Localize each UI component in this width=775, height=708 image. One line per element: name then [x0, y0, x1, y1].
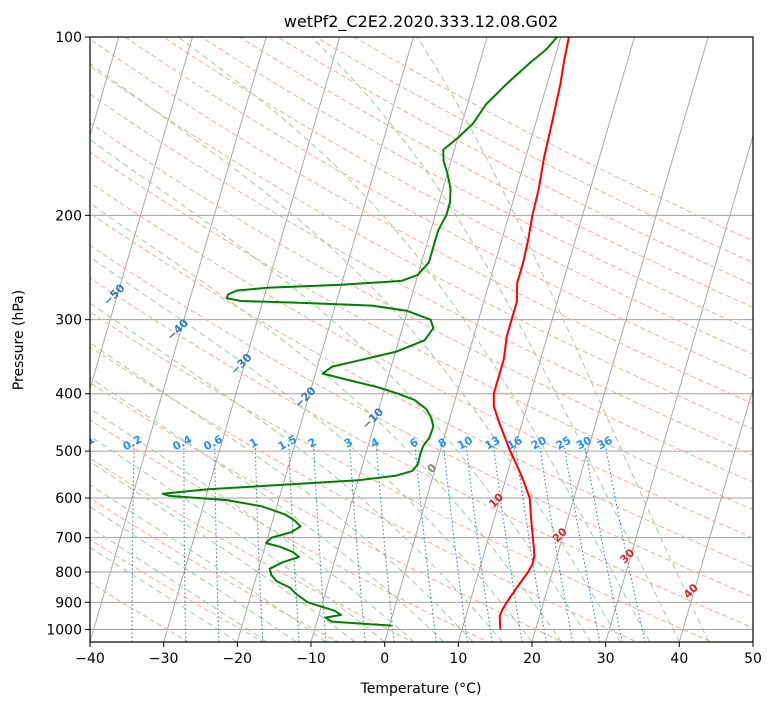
- background-lines: [90, 37, 753, 642]
- dry-adiabat-line: [90, 151, 753, 511]
- dry-adiabat-line: [90, 382, 564, 642]
- dry-adiabat-line: [90, 346, 639, 642]
- x-tick-label: 40: [670, 651, 688, 667]
- mixing-ratio-line: [349, 445, 366, 642]
- moist-adiabat-line: [311, 37, 680, 642]
- mixing-ratio-line: [563, 445, 601, 642]
- y-axis: 100 200 300 400 500 600 700 800 900 1000: [46, 30, 90, 638]
- moist-adiabat-line: [90, 302, 503, 642]
- isotherm-line: [90, 37, 267, 642]
- y-tick-label: 1000: [46, 622, 82, 638]
- dry-adiabat-line: [201, 37, 753, 332]
- isotherm-line: [310, 37, 488, 642]
- mixing-ratio-line: [131, 445, 135, 642]
- mixing-ratio-label: 25: [554, 434, 574, 453]
- y-axis-label: Pressure (hPa): [11, 290, 27, 390]
- x-tick-label: −20: [223, 651, 253, 667]
- x-tick-label: 20: [523, 651, 541, 667]
- mixing-ratio-line: [313, 445, 327, 642]
- dry-adiabat-line: [90, 212, 753, 568]
- mixing-ratio-line: [539, 445, 574, 642]
- sounding-profiles: [161, 37, 570, 630]
- x-axis-label: Temperature (°C): [360, 681, 482, 697]
- y-tick-label: 300: [55, 313, 82, 329]
- x-tick-label: −40: [75, 651, 105, 667]
- plot-area: [90, 37, 753, 642]
- moist-adiabat-line: [90, 460, 356, 642]
- mixing-ratio-label: 0.1: [74, 433, 97, 454]
- y-tick-label: 500: [55, 444, 82, 460]
- isotherm-line: [90, 37, 120, 138]
- moist-adiabat-line: [90, 435, 386, 642]
- moist-adiabat-line: [90, 256, 533, 642]
- mixing-ratio-line: [443, 445, 469, 642]
- dry-adiabat-line: [90, 277, 753, 629]
- mixing-ratio-label: 20: [529, 434, 549, 453]
- mixing-ratio-line: [493, 445, 523, 642]
- dry-adiabat-line: [124, 37, 753, 380]
- isotherm-line: [384, 37, 562, 642]
- x-tick-label: −30: [149, 651, 179, 667]
- moist-adiabat-line: [90, 377, 444, 642]
- temperature-profile-line: [492, 37, 570, 630]
- moist-adiabat-line: [416, 37, 710, 642]
- mixing-ratio-label: 36: [595, 434, 615, 453]
- isotherm-line: [678, 387, 753, 642]
- x-tick-label: −10: [296, 651, 326, 667]
- mixing-ratio-label: 13: [483, 434, 503, 453]
- mixing-ratio-line: [465, 445, 493, 642]
- dry-adiabat-line: [162, 37, 753, 355]
- mixing-ratio-label: 30: [574, 434, 594, 453]
- dry-adiabat-line: [239, 37, 753, 308]
- moist-adiabat-line: [90, 505, 297, 642]
- y-tick-label: 800: [55, 565, 82, 581]
- x-tick-label: 0: [380, 651, 389, 667]
- isotherm-line: [531, 37, 709, 642]
- mixing-ratio-line: [414, 445, 437, 642]
- mixing-ratio-line: [288, 445, 300, 642]
- isotherm-line: [457, 37, 635, 642]
- plot-frame: [89, 36, 754, 643]
- isotherm-line: [90, 37, 193, 391]
- moist-adiabat-line: [90, 63, 621, 642]
- mixing-ratio-line: [214, 445, 220, 642]
- y-tick-label: 100: [55, 30, 82, 46]
- moist-adiabat-line: [90, 139, 592, 642]
- chart-title: wetPf2_C2E2.2020.333.12.08.G02: [284, 12, 558, 32]
- isotherm-line: [236, 37, 414, 642]
- x-tick-label: 30: [597, 651, 615, 667]
- moist-adiabat-line: [90, 342, 474, 642]
- isotherm-line: [605, 134, 753, 642]
- mixing-ratio-line: [515, 445, 547, 642]
- dry-adiabat-line: [90, 581, 190, 642]
- mixing-ratio-line: [254, 445, 264, 642]
- mixing-ratio-line: [183, 445, 187, 642]
- y-tick-label: 700: [55, 531, 82, 547]
- moist-adiabat-line: [90, 526, 268, 642]
- mixing-ratio-line: [375, 445, 395, 642]
- moist-adiabat-line: [90, 484, 326, 642]
- mixing-ratio-line: [584, 445, 623, 642]
- dry-adiabat-line: [90, 244, 753, 598]
- y-tick-label: 900: [55, 595, 82, 611]
- moist-adiabat-line: [90, 202, 562, 642]
- x-tick-label: 50: [744, 651, 762, 667]
- dry-adiabat-line: [90, 457, 415, 642]
- x-axis: −40 −30 −20 −10 0 10 20 30 40 50: [75, 642, 762, 667]
- y-tick-label: 400: [55, 387, 82, 403]
- isotherm-line: [163, 37, 341, 642]
- y-tick-label: 200: [55, 208, 82, 224]
- y-tick-label: 600: [55, 491, 82, 507]
- dry-adiabat-line: [90, 311, 713, 642]
- dewpoint-profile-line: [161, 37, 558, 627]
- mixing-ratio-label: 10: [455, 434, 475, 453]
- x-tick-label: 10: [449, 651, 467, 667]
- moist-adiabat-line: [90, 546, 238, 642]
